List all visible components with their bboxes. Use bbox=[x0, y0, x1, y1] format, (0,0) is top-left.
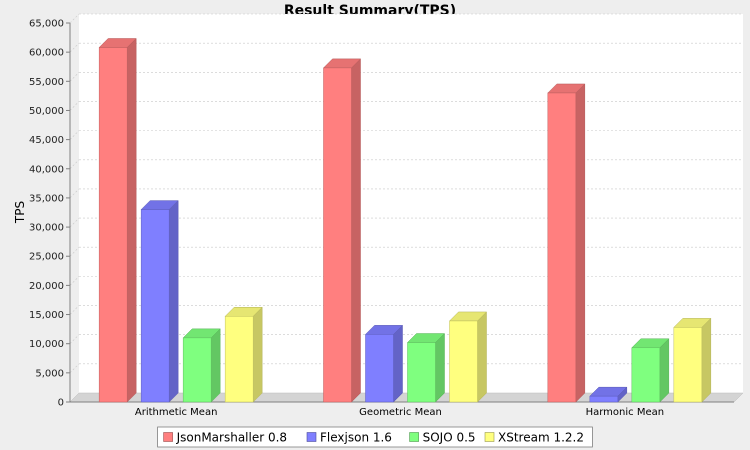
bar-front bbox=[182, 337, 212, 403]
bar bbox=[182, 328, 221, 403]
bar bbox=[631, 338, 670, 403]
bar-side bbox=[168, 199, 179, 403]
x-tick-label: Harmonic Mean bbox=[586, 407, 664, 418]
bar bbox=[406, 332, 446, 403]
grid-line bbox=[69, 247, 80, 257]
grid-line bbox=[69, 159, 80, 169]
legend-swatch bbox=[306, 432, 317, 442]
bar-front bbox=[140, 209, 170, 403]
bar-front bbox=[631, 347, 661, 403]
bar bbox=[547, 83, 586, 403]
grid-line bbox=[69, 305, 80, 315]
bar bbox=[448, 311, 488, 403]
bar-side bbox=[477, 311, 487, 403]
plot-background bbox=[79, 14, 743, 393]
grid-line bbox=[69, 276, 80, 286]
grid-line bbox=[69, 217, 80, 228]
grid-line bbox=[69, 72, 80, 82]
y-tick-label: 30,000 bbox=[29, 223, 64, 234]
y-tick-label: 60,000 bbox=[29, 48, 64, 59]
bar-front bbox=[407, 342, 436, 403]
legend-label: JsonMarshaller 0.8 bbox=[176, 431, 287, 445]
grid-line bbox=[69, 101, 80, 111]
legend-swatch bbox=[163, 432, 173, 442]
bar-side bbox=[575, 83, 586, 403]
bar-front bbox=[673, 327, 703, 403]
y-tick-label: 20,000 bbox=[29, 281, 64, 292]
bar-side bbox=[701, 317, 712, 403]
y-tick-label: 5,000 bbox=[35, 368, 64, 379]
legend-label: XStream 1.2.2 bbox=[498, 431, 584, 445]
bar bbox=[140, 199, 179, 403]
grid-line bbox=[69, 42, 80, 53]
y-tick-label: 0 bbox=[58, 398, 64, 409]
bar-side bbox=[252, 306, 263, 403]
y-tick-label: 10,000 bbox=[29, 339, 64, 350]
bar bbox=[98, 37, 137, 403]
legend-label: Flexjson 1.6 bbox=[320, 431, 392, 445]
y-tick-label: 25,000 bbox=[29, 252, 64, 263]
y-tick-label: 65,000 bbox=[29, 19, 64, 30]
bar-side bbox=[126, 37, 137, 403]
bar bbox=[673, 317, 712, 403]
bar-front bbox=[323, 67, 352, 403]
x-tick-label: Arithmetic Mean bbox=[135, 407, 218, 418]
y-tick-label: 15,000 bbox=[29, 310, 64, 321]
bar-side bbox=[435, 332, 445, 403]
y-axis-label: TPS bbox=[13, 201, 27, 224]
bar-front bbox=[98, 47, 128, 403]
grid-line bbox=[69, 334, 80, 344]
y-tick-label: 35,000 bbox=[29, 193, 64, 204]
bar-side bbox=[659, 338, 670, 403]
bar-front bbox=[365, 334, 394, 403]
grid-line bbox=[69, 13, 80, 24]
bar bbox=[589, 386, 628, 403]
bar bbox=[364, 324, 404, 403]
y-tick-label: 50,000 bbox=[29, 106, 64, 117]
bar-front bbox=[449, 320, 478, 403]
bar-side bbox=[351, 58, 361, 403]
bar-side bbox=[393, 324, 403, 403]
bar bbox=[322, 58, 362, 403]
bar bbox=[224, 306, 263, 403]
y-tick-label: 40,000 bbox=[29, 164, 64, 175]
grid-line bbox=[69, 363, 80, 374]
legend-label: SOJO 0.5 bbox=[423, 431, 476, 445]
grid-line bbox=[69, 188, 80, 199]
y-tick-label: 45,000 bbox=[29, 135, 64, 146]
grid-line bbox=[69, 130, 80, 140]
legend-box bbox=[157, 426, 593, 448]
bar-side bbox=[210, 328, 221, 403]
legend-swatch bbox=[409, 432, 419, 442]
y-tick-label: 55,000 bbox=[29, 77, 64, 88]
bar-front bbox=[547, 92, 577, 403]
bar-front bbox=[589, 395, 619, 403]
x-tick-label: Geometric Mean bbox=[359, 407, 442, 418]
bar-front bbox=[224, 316, 254, 403]
legend-swatch bbox=[484, 432, 495, 442]
